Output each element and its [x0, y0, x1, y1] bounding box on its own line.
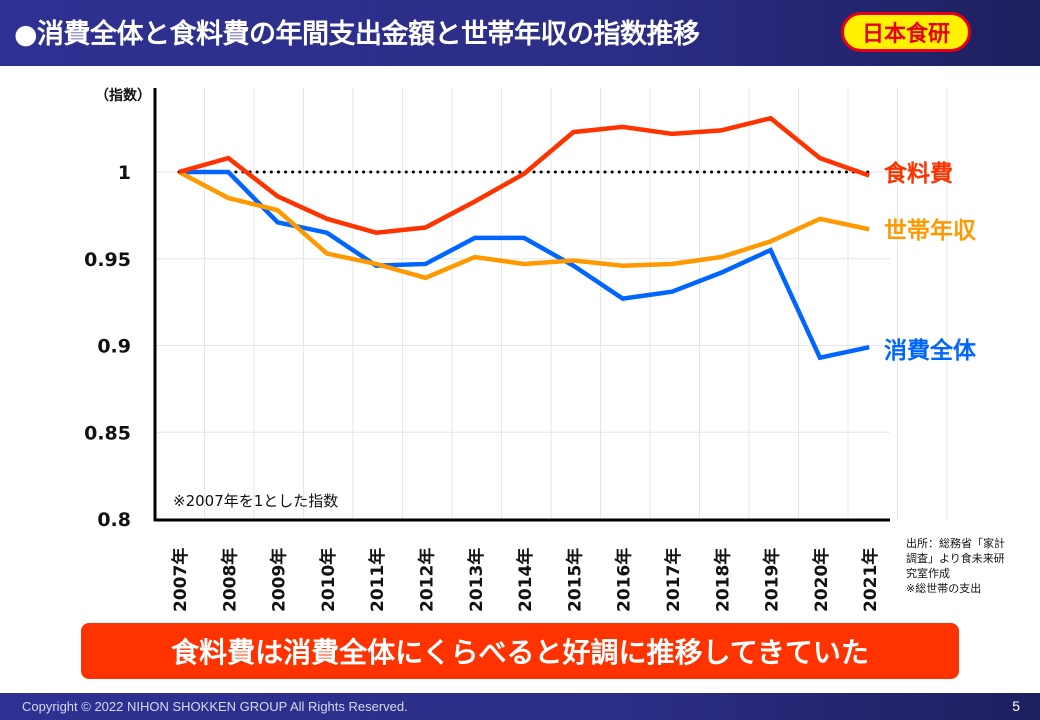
- x-tick-label: 2013年: [466, 548, 487, 612]
- x-tick-label: 2016年: [614, 548, 635, 612]
- page-number: 5: [1012, 698, 1020, 714]
- source-line: 調査」より食未来研: [906, 552, 1005, 565]
- conclusion-text: 食料費は消費全体にくらべると好調に推移してきていた: [171, 636, 869, 669]
- grid-lines: [155, 88, 948, 520]
- source-line: 出所：総務省「家計: [906, 537, 1005, 550]
- x-tick-label: 2009年: [269, 548, 290, 612]
- x-tick-label: 2018年: [712, 548, 733, 612]
- x-tick-label: 2019年: [762, 548, 783, 612]
- source-line: 究室作成: [906, 567, 950, 580]
- source-note: 出所：総務省「家計 調査」より食未来研 究室作成 ※総世帯の支出: [906, 536, 1036, 596]
- page-title: ●消費全体と食料費の年間支出金額と世帯年収の指数推移: [14, 19, 700, 50]
- x-tick-label: 2010年: [318, 548, 339, 612]
- y-tick-label: 1: [118, 162, 131, 184]
- x-tick-label: 2020年: [811, 548, 832, 612]
- x-tick-label: 2017年: [663, 548, 684, 612]
- series-group: [177, 115, 870, 361]
- conclusion-banner: 食料費は消費全体にくらべると好調に推移してきていた: [81, 623, 959, 679]
- y-tick-label: 0.9: [97, 336, 131, 358]
- series-label: 消費全体: [884, 337, 977, 364]
- x-tick-label: 2007年: [170, 548, 191, 612]
- source-line: ※総世帯の支出: [906, 582, 982, 595]
- header-bar: ●消費全体と食料費の年間支出金額と世帯年収の指数推移 日本食研: [0, 0, 1040, 66]
- axes-group: [153, 88, 890, 522]
- chart-annotation: ※2007年を1とした指数: [173, 492, 338, 510]
- y-tick-label: 0.85: [84, 422, 131, 444]
- x-tick-label: 2021年: [860, 548, 881, 612]
- company-logo: 日本食研: [841, 12, 971, 52]
- y-tick-label: 0.8: [97, 509, 131, 531]
- x-tick-label: 2015年: [564, 548, 585, 612]
- series-line: [177, 170, 870, 281]
- x-tick-label: 2014年: [515, 548, 536, 612]
- series-label: 食料費: [884, 160, 953, 187]
- copyright-text: Copyright © 2022 NIHON SHOKKEN GROUP All…: [22, 699, 408, 714]
- x-tick-label: 2012年: [417, 548, 438, 612]
- logo-text: 日本食研: [861, 22, 950, 47]
- series-label: 世帯年収: [884, 217, 977, 244]
- x-tick-label: 2011年: [367, 548, 388, 612]
- footer-bar: Copyright © 2022 NIHON SHOKKEN GROUP All…: [0, 693, 1040, 720]
- y-axis-label: （指数）: [95, 87, 151, 104]
- y-tick-label: 0.95: [84, 249, 131, 271]
- x-tick-label: 2008年: [219, 548, 240, 612]
- series-line: [178, 115, 870, 236]
